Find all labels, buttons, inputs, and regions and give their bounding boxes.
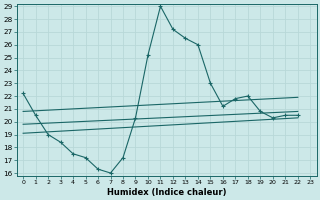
- X-axis label: Humidex (Indice chaleur): Humidex (Indice chaleur): [107, 188, 227, 197]
